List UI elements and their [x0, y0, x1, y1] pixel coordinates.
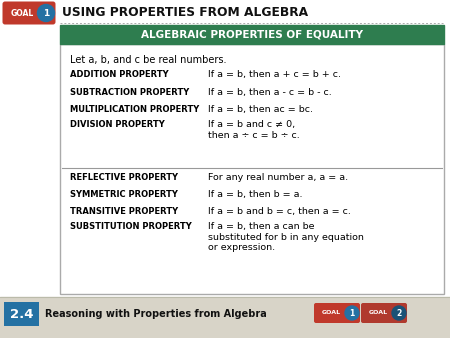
FancyBboxPatch shape: [361, 303, 407, 323]
Text: If a = b, then a + c = b + c.: If a = b, then a + c = b + c.: [208, 70, 341, 79]
Text: TRANSITIVE PROPERTY: TRANSITIVE PROPERTY: [70, 207, 178, 216]
Text: 2: 2: [396, 309, 401, 317]
Circle shape: [37, 4, 54, 22]
Circle shape: [392, 306, 406, 320]
Text: 2.4: 2.4: [10, 308, 33, 320]
Text: If a = b, then b = a.: If a = b, then b = a.: [208, 190, 302, 199]
Circle shape: [345, 306, 359, 320]
FancyBboxPatch shape: [4, 302, 39, 326]
Text: If a = b and b = c, then a = c.: If a = b and b = c, then a = c.: [208, 207, 351, 216]
Text: Reasoning with Properties from Algebra: Reasoning with Properties from Algebra: [45, 309, 267, 319]
Text: GOAL: GOAL: [321, 311, 341, 315]
Text: GOAL: GOAL: [10, 8, 34, 18]
Text: or expression.: or expression.: [208, 243, 275, 252]
Bar: [60, 25, 444, 44]
Text: REFLECTIVE PROPERTY: REFLECTIVE PROPERTY: [70, 173, 178, 182]
Text: If a = b, then ac = bc.: If a = b, then ac = bc.: [208, 105, 313, 114]
Text: ALGEBRAIC PROPERTIES OF EQUALITY: ALGEBRAIC PROPERTIES OF EQUALITY: [141, 29, 363, 40]
Text: MULTIPLICATION PROPERTY: MULTIPLICATION PROPERTY: [70, 105, 199, 114]
Bar: [0, 297, 450, 338]
Text: If a = b, then a - c = b - c.: If a = b, then a - c = b - c.: [208, 88, 332, 97]
Text: 1: 1: [43, 8, 49, 18]
Text: For any real number a, a = a.: For any real number a, a = a.: [208, 173, 348, 182]
Text: Let a, b, and c be real numbers.: Let a, b, and c be real numbers.: [70, 55, 226, 65]
Text: 1: 1: [349, 309, 355, 317]
FancyBboxPatch shape: [3, 1, 55, 24]
Text: GOAL: GOAL: [369, 311, 387, 315]
Text: If a = b and c ≠ 0,: If a = b and c ≠ 0,: [208, 120, 295, 129]
Text: SUBTRACTION PROPERTY: SUBTRACTION PROPERTY: [70, 88, 189, 97]
Text: SYMMETRIC PROPERTY: SYMMETRIC PROPERTY: [70, 190, 178, 199]
FancyBboxPatch shape: [314, 303, 360, 323]
Text: ADDITION PROPERTY: ADDITION PROPERTY: [70, 70, 169, 79]
Text: DIVISION PROPERTY: DIVISION PROPERTY: [70, 120, 165, 129]
Text: USING PROPERTIES FROM ALGEBRA: USING PROPERTIES FROM ALGEBRA: [62, 6, 308, 20]
Text: substituted for b in any equation: substituted for b in any equation: [208, 233, 364, 241]
Text: If a = b, then a can be: If a = b, then a can be: [208, 222, 315, 231]
Text: then a ÷ c = b ÷ c.: then a ÷ c = b ÷ c.: [208, 131, 300, 140]
Bar: [60, 44, 444, 294]
Text: SUBSTITUTION PROPERTY: SUBSTITUTION PROPERTY: [70, 222, 192, 231]
